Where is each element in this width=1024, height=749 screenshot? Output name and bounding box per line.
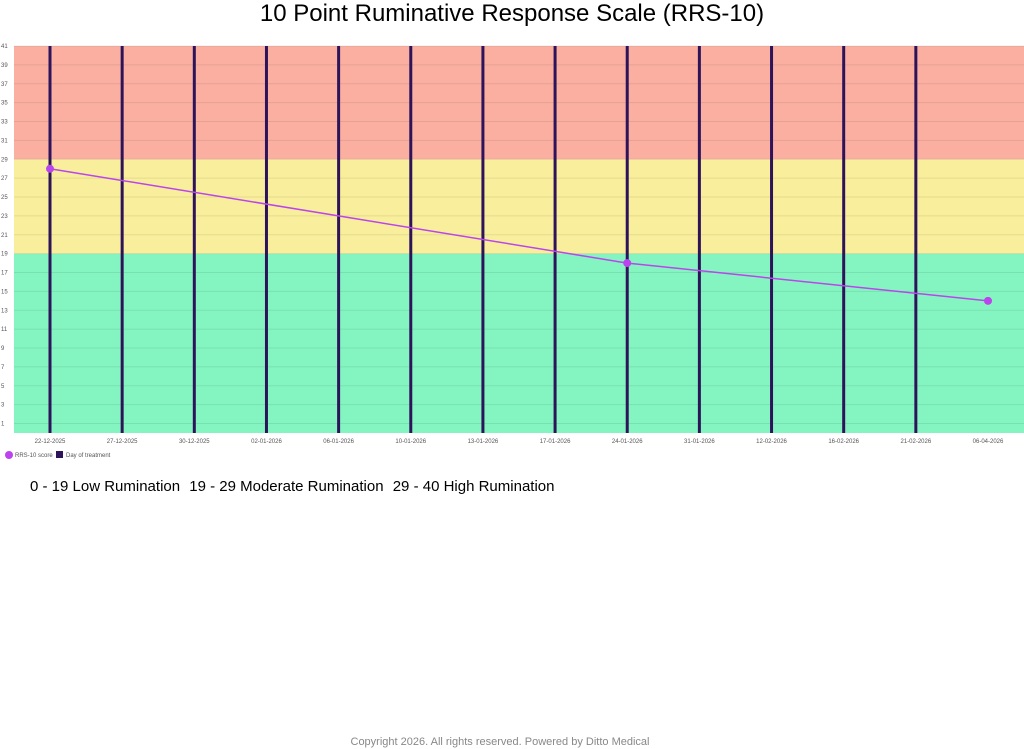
score-point <box>623 259 632 268</box>
score-point <box>984 296 992 305</box>
y-tick-label: 19 <box>1 252 8 258</box>
x-tick-label: 22-12-2025 <box>35 439 66 445</box>
x-tick-label: 30-12-2025 <box>179 439 210 445</box>
band-1 <box>14 159 1024 254</box>
treatment-day-bar <box>264 46 268 433</box>
band-0 <box>14 253 1024 433</box>
y-tick-label: 41 <box>1 44 8 50</box>
band-2 <box>14 46 1024 160</box>
score-point <box>46 164 54 173</box>
x-tick-label: 16-02-2026 <box>828 439 859 445</box>
score-line <box>46 164 992 305</box>
y-tick-label: 7 <box>1 365 5 371</box>
y-tick-label: 35 <box>1 101 8 107</box>
legend-score-label: RRS-10 score <box>15 453 53 459</box>
treatment-day-bar <box>625 46 629 433</box>
y-tick-label: 9 <box>1 346 5 352</box>
x-tick-label: 12-02-2026 <box>756 439 787 445</box>
y-tick-label: 1 <box>1 422 5 428</box>
treatment-day-markers <box>48 46 918 433</box>
score-bands <box>14 46 1024 433</box>
x-tick-label: 13-01-2026 <box>468 439 499 445</box>
x-axis-ticks: 22-12-2025 27-12-2025 30-12-2025 02-01-2026… <box>35 439 1004 445</box>
x-tick-label: 24-01-2026 <box>612 439 643 445</box>
x-tick-label: 02-01-2026 <box>251 439 282 445</box>
x-tick-label: 27-12-2025 <box>107 439 138 445</box>
band-moderate-label: 19 - 29 Moderate Rumination <box>189 478 384 495</box>
treatment-day-bar <box>120 46 124 433</box>
y-tick-label: 23 <box>1 214 8 220</box>
x-tick-label: 10-01-2026 <box>395 439 426 445</box>
y-tick-label: 33 <box>1 120 8 126</box>
y-tick-label: 15 <box>1 289 8 295</box>
treatment-day-bar <box>48 46 52 433</box>
legend-treatment-swatch <box>56 451 63 458</box>
treatment-day-bar <box>192 46 196 433</box>
legend-treatment-label: Day of treatment <box>66 453 111 459</box>
x-tick-label: 17-01-2026 <box>540 439 571 445</box>
treatment-day-bar <box>409 46 413 433</box>
gridlines <box>14 45 1024 425</box>
y-tick-label: 25 <box>1 195 8 201</box>
y-tick-label: 13 <box>1 308 8 314</box>
y-tick-label: 31 <box>1 138 8 144</box>
treatment-day-bar <box>553 46 557 433</box>
y-tick-label: 11 <box>1 327 8 333</box>
y-tick-label: 37 <box>1 82 8 88</box>
chart-title: 10 Point Ruminative Response Scale (RRS-… <box>259 0 765 27</box>
x-tick-label: 31-01-2026 <box>684 439 715 445</box>
footer-copyright: Copyright 2026. All rights reserved. Pow… <box>350 736 650 748</box>
rumination-band-legend: 0 - 19 Low Rumination 19 - 29 Moderate R… <box>30 478 559 496</box>
band-low-label: 0 - 19 Low Rumination <box>30 478 181 495</box>
treatment-day-bar <box>697 46 701 433</box>
y-tick-label: 21 <box>1 233 8 239</box>
y-tick-label: 17 <box>1 271 8 277</box>
treatment-day-bar <box>770 46 774 433</box>
x-tick-label: 06-04-2026 <box>973 439 1004 445</box>
legend-score-swatch <box>5 451 13 459</box>
treatment-day-bar <box>914 46 918 433</box>
y-tick-label: 5 <box>1 384 5 390</box>
legend: RRS-10 score Day of treatment <box>5 451 111 459</box>
x-tick-label: 21-02-2026 <box>900 439 931 445</box>
y-tick-label: 29 <box>1 157 8 163</box>
y-tick-label: 39 <box>1 63 8 69</box>
treatment-day-bar <box>337 46 341 433</box>
y-tick-label: 3 <box>1 403 5 409</box>
y-tick-label: 27 <box>1 176 8 182</box>
band-high-label: 29 - 40 High Rumination <box>392 478 555 495</box>
treatment-day-bar <box>842 46 846 433</box>
x-tick-label: 06-01-2026 <box>323 439 354 445</box>
